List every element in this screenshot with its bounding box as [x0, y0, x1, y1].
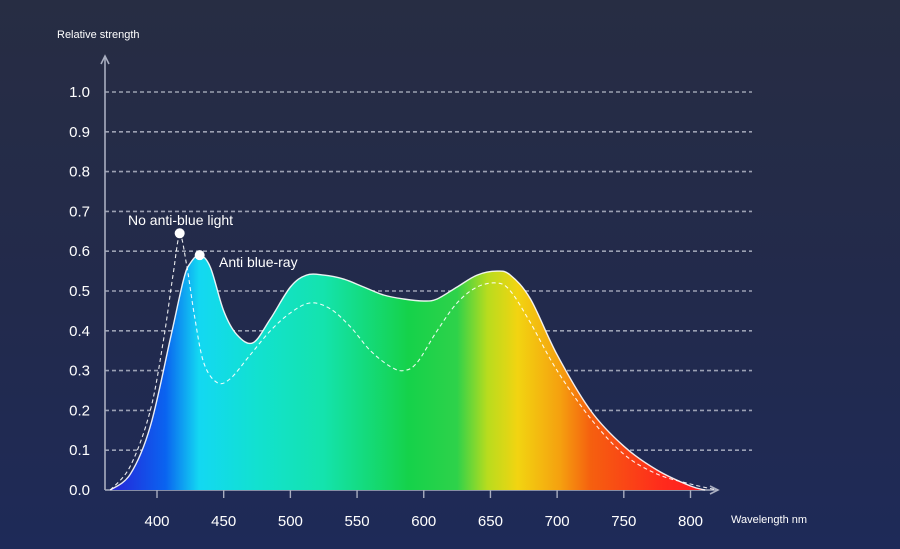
series-area-anti-blue-ray: [110, 255, 706, 490]
y-tick-label: 0.3: [69, 363, 90, 380]
x-tick-label: 700: [545, 513, 570, 530]
tick-labels: 0.0 0.1 0.2 0.3 0.4 0.5 0.6 0.7 0.8 0.9 1.0 400 450 5…: [69, 84, 703, 530]
y-tick-label: 1.0: [69, 84, 90, 101]
series-layer: [109, 234, 718, 491]
x-tick-label: 800: [678, 513, 703, 530]
x-tick-label: 600: [411, 513, 436, 530]
x-tick-label: 550: [345, 513, 370, 530]
y-tick-label: 0.5: [69, 283, 90, 300]
annotation-marker-anti-blue-ray: [194, 250, 205, 261]
x-tick-label: 500: [278, 513, 303, 530]
y-tick-label: 0.8: [69, 164, 90, 181]
annotation-label-no-anti-blue-light: No anti-blue light: [128, 212, 233, 228]
x-tick-label: 450: [211, 513, 236, 530]
x-axis-label: Wavelength nm: [731, 514, 807, 526]
x-tick-label: 750: [611, 513, 636, 530]
y-axis-label: Relative strength: [57, 29, 140, 41]
annotation-marker-no-anti-blue-light: [174, 228, 185, 239]
annotations: No anti-blue light Anti blue-ray: [128, 212, 298, 270]
y-tick-label: 0.7: [69, 203, 90, 220]
y-tick-label: 0.4: [69, 323, 90, 340]
x-axis-arrow: [709, 485, 720, 495]
y-tick-label: 0.1: [69, 442, 90, 459]
y-tick-label: 0.6: [69, 243, 90, 260]
x-tick-label: 400: [144, 513, 169, 530]
y-tick-label: 0.2: [69, 402, 90, 419]
series-line-anti-blue-ray: [109, 254, 706, 491]
y-tick-label: 0.9: [69, 124, 90, 141]
x-tick-label: 650: [478, 513, 503, 530]
annotation-label-anti-blue-ray: Anti blue-ray: [219, 254, 298, 270]
y-axis-arrow: [100, 54, 110, 65]
y-tick-label: 0.0: [69, 482, 90, 499]
